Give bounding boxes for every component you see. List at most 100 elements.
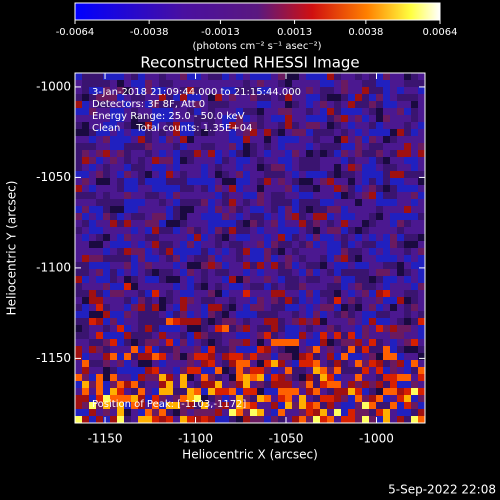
heatmap-cell	[110, 150, 117, 157]
heatmap-cell	[383, 87, 390, 94]
heatmap-cell	[110, 395, 117, 402]
heatmap-cell	[250, 367, 257, 374]
heatmap-cell	[173, 241, 180, 248]
heatmap-cell	[327, 269, 334, 276]
heatmap-cell	[159, 402, 166, 409]
heatmap-cell	[159, 283, 166, 290]
heatmap-cell	[341, 402, 348, 409]
heatmap-cell	[278, 283, 285, 290]
heatmap-cell	[138, 94, 145, 101]
heatmap-cell	[243, 367, 250, 374]
heatmap-cell	[397, 101, 404, 108]
heatmap-cell	[341, 290, 348, 297]
heatmap-cell	[292, 143, 299, 150]
heatmap-cell	[397, 374, 404, 381]
heatmap-cell	[418, 94, 425, 101]
heatmap-cell	[278, 311, 285, 318]
heatmap-cell	[243, 297, 250, 304]
heatmap-cell	[166, 262, 173, 269]
heatmap-cell	[285, 129, 292, 136]
heatmap-cell	[271, 136, 278, 143]
heatmap-cell	[327, 283, 334, 290]
heatmap-cell	[292, 206, 299, 213]
heatmap-cell	[173, 192, 180, 199]
heatmap-cell	[411, 402, 418, 409]
heatmap-cell	[82, 87, 89, 94]
heatmap-cell	[313, 220, 320, 227]
heatmap-cell	[110, 115, 117, 122]
heatmap-cell	[131, 402, 138, 409]
heatmap-cell	[299, 171, 306, 178]
heatmap-cell	[376, 122, 383, 129]
heatmap-cell	[96, 367, 103, 374]
heatmap-cell	[124, 283, 131, 290]
heatmap-cell	[124, 129, 131, 136]
heatmap-cell	[243, 346, 250, 353]
heatmap-cell	[159, 325, 166, 332]
heatmap-cell	[313, 178, 320, 185]
heatmap-cell	[313, 416, 320, 423]
heatmap-cell	[138, 241, 145, 248]
heatmap-cell	[208, 73, 215, 80]
heatmap-cell	[96, 304, 103, 311]
heatmap-cell	[362, 318, 369, 325]
heatmap-cell	[390, 402, 397, 409]
heatmap-cell	[222, 87, 229, 94]
heatmap-cell	[390, 227, 397, 234]
heatmap-cell	[187, 73, 194, 80]
heatmap-cell	[229, 367, 236, 374]
heatmap-cell	[369, 164, 376, 171]
heatmap-cell	[264, 381, 271, 388]
heatmap-cell	[390, 276, 397, 283]
heatmap-cell	[159, 108, 166, 115]
heatmap-cell	[383, 290, 390, 297]
heatmap-cell	[243, 311, 250, 318]
heatmap-cell	[131, 283, 138, 290]
heatmap-cell	[271, 325, 278, 332]
heatmap-cell	[257, 339, 264, 346]
heatmap-cell	[355, 94, 362, 101]
heatmap-cell	[236, 157, 243, 164]
heatmap-cell	[334, 241, 341, 248]
heatmap-cell	[110, 157, 117, 164]
heatmap-cell	[250, 199, 257, 206]
heatmap-cell	[376, 157, 383, 164]
heatmap-cell	[404, 227, 411, 234]
heatmap-cell	[299, 185, 306, 192]
heatmap-cell	[180, 388, 187, 395]
heatmap-cell	[138, 304, 145, 311]
heatmap-cell	[390, 409, 397, 416]
heatmap-cell	[89, 185, 96, 192]
heatmap-cell	[306, 157, 313, 164]
heatmap-cell	[215, 255, 222, 262]
heatmap-cell	[145, 87, 152, 94]
heatmap-cell	[271, 115, 278, 122]
heatmap-cell	[173, 206, 180, 213]
heatmap-cell	[397, 164, 404, 171]
heatmap-cell	[201, 388, 208, 395]
heatmap-cell	[138, 185, 145, 192]
heatmap-cell	[299, 206, 306, 213]
y-tick-label: -1150	[36, 351, 71, 365]
heatmap-cell	[257, 227, 264, 234]
heatmap-cell	[306, 220, 313, 227]
heatmap-cell	[390, 157, 397, 164]
heatmap-cell	[201, 283, 208, 290]
heatmap-cell	[264, 367, 271, 374]
heatmap-cell	[404, 80, 411, 87]
heatmap-cell	[418, 325, 425, 332]
heatmap-cell	[278, 318, 285, 325]
annotation: Detectors: 3F 8F, Att 0	[92, 99, 205, 110]
heatmap-cell	[243, 136, 250, 143]
heatmap-cell	[96, 143, 103, 150]
heatmap-cell	[236, 101, 243, 108]
heatmap-cell	[215, 367, 222, 374]
heatmap-cell	[390, 290, 397, 297]
heatmap-cell	[75, 381, 82, 388]
heatmap-cell	[348, 171, 355, 178]
heatmap-cell	[306, 283, 313, 290]
heatmap-cell	[362, 311, 369, 318]
heatmap-cell	[89, 220, 96, 227]
heatmap-cell	[327, 108, 334, 115]
heatmap-cell	[215, 374, 222, 381]
